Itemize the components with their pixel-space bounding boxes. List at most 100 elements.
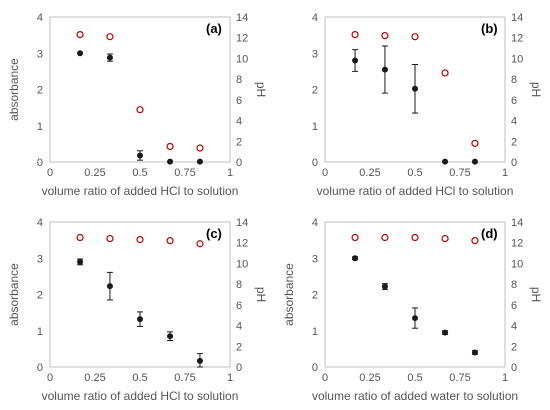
- y-tick-label-d: 3: [312, 253, 318, 265]
- y2-tick-label-c: 12: [236, 238, 248, 250]
- x-tick-label-c: 0.5: [132, 372, 147, 384]
- y-tick-label-c: 2: [37, 290, 43, 302]
- plot-area-frame-b: [324, 16, 506, 163]
- y2-tick-label-b: 2: [511, 136, 517, 148]
- y2-axis-title-c: pH: [254, 287, 268, 302]
- chart-panel-b: 0 0.25 0.5 0.75 1 0 1 2 3 4 0 2 4 6 8 10 12 14 volume rati…: [275, 0, 550, 205]
- x-tick-label-a: 0: [47, 167, 53, 179]
- y2-tick-label-d: 2: [511, 341, 517, 353]
- x-tick-label-b: 0.5: [407, 167, 422, 179]
- plot-area-frame-d: [324, 221, 506, 368]
- ph-point-b: [441, 69, 449, 77]
- ph-point-a: [106, 33, 114, 41]
- x-tick-label-d: 0.25: [359, 372, 380, 384]
- y-tick-label-a: 4: [37, 12, 43, 24]
- y-tick-label-b: 3: [312, 48, 318, 60]
- y2-tick-label-d: 14: [511, 217, 523, 229]
- ph-point-c: [136, 236, 144, 244]
- ph-point-b: [381, 32, 389, 40]
- panel-label-b: (b): [481, 21, 498, 36]
- y-tick-label-c: 1: [37, 326, 43, 338]
- x-tick-label-c: 0.75: [174, 372, 195, 384]
- ph-point-a: [166, 142, 174, 151]
- y2-tick-label-a: 2: [236, 136, 242, 148]
- y-tick-label-d: 1: [312, 326, 318, 338]
- ph-point-a: [196, 144, 204, 152]
- y-axis-title-d: absorbance: [282, 263, 296, 326]
- y2-tick-label-b: 6: [511, 95, 517, 107]
- y2-tick-label-b: 10: [511, 53, 523, 65]
- y2-tick-label-b: 12: [511, 33, 523, 45]
- x-tick-label-d: 1: [502, 372, 508, 384]
- x-tick-label-d: 0.5: [407, 372, 422, 384]
- y-tick-label-a: 0: [37, 157, 43, 169]
- x-axis-title-c: volume ratio of added HCl to solution: [42, 389, 239, 403]
- y2-tick-label-c: 6: [236, 300, 242, 312]
- y-tick-label-d: 4: [312, 217, 318, 229]
- x-tick-label-c: 0.25: [84, 372, 105, 384]
- chart-panel-a: 0 0.25 0.5 0.75 1 0 1 2 3 4 0 2 4 6 8 10 12 14 volume rati…: [0, 0, 275, 205]
- y2-tick-label-a: 12: [236, 33, 248, 45]
- y-axis-title-a: absorbance: [7, 58, 21, 121]
- y2-tick-label-a: 6: [236, 95, 242, 107]
- ph-point-a: [76, 31, 84, 39]
- y2-tick-label-c: 10: [236, 258, 248, 270]
- y2-axis-title-d: pH: [529, 287, 543, 302]
- y-tick-label-a: 1: [37, 121, 43, 133]
- ph-point-c: [196, 240, 204, 248]
- x-tick-label-d: 0: [322, 372, 328, 384]
- absorbance-point-a: [106, 54, 113, 61]
- y-tick-label-c: 3: [37, 253, 43, 265]
- ph-point-d: [441, 234, 449, 243]
- absorbance-point-c: [137, 316, 143, 323]
- y2-tick-label-a: 4: [236, 116, 242, 128]
- y2-tick-label-c: 8: [236, 279, 242, 291]
- y2-tick-label-c: 4: [236, 321, 242, 333]
- absorbance-point-a: [77, 50, 84, 57]
- y2-tick-label-d: 4: [511, 321, 517, 333]
- panel-label-a: (a): [206, 21, 222, 36]
- absorbance-point-a: [137, 152, 143, 159]
- plot-area-frame-a: [49, 16, 231, 163]
- x-tick-label-a: 1: [227, 167, 233, 179]
- absorbance-point-b: [412, 85, 418, 92]
- y2-tick-label-a: 10: [236, 53, 248, 65]
- absorbance-point-d: [352, 255, 359, 262]
- y2-tick-label-d: 10: [511, 258, 523, 270]
- absorbance-point-d: [471, 349, 478, 356]
- panel-label-c: (c): [206, 226, 222, 241]
- y2-tick-label-c: 14: [236, 217, 248, 229]
- x-tick-label-a: 0.25: [84, 167, 105, 179]
- ph-point-b: [411, 33, 419, 41]
- x-tick-label-b: 0.75: [449, 167, 470, 179]
- y2-tick-label-d: 6: [511, 300, 517, 312]
- absorbance-point-a: [196, 158, 203, 165]
- chart-panel-c: 0 0.25 0.5 0.75 1 0 1 2 3 4 0 2 4 6 8 10 12 14 volume rati…: [0, 205, 275, 410]
- y-tick-label-b: 0: [312, 157, 318, 169]
- y2-tick-label-a: 0: [236, 157, 242, 169]
- x-axis-title-d: volume ratio of added water to solution: [312, 389, 518, 403]
- y-tick-label-d: 0: [312, 362, 318, 374]
- ph-point-b: [471, 139, 479, 147]
- ph-point-a: [136, 106, 144, 114]
- x-tick-label-b: 0: [322, 167, 328, 179]
- ph-point-d: [411, 233, 419, 242]
- y-tick-label-d: 2: [312, 290, 318, 302]
- y-tick-label-a: 3: [37, 48, 43, 60]
- x-tick-label-a: 0.75: [174, 167, 195, 179]
- y2-tick-label-d: 8: [511, 279, 517, 291]
- y2-tick-label-d: 12: [511, 238, 523, 250]
- ph-point-d: [351, 233, 359, 242]
- plot-area-frame-c: [49, 221, 231, 368]
- absorbance-point-d: [412, 315, 418, 322]
- y2-tick-label-b: 8: [511, 74, 517, 86]
- y-tick-label-c: 0: [37, 362, 43, 374]
- y2-axis-title-a: pH: [254, 82, 268, 97]
- chart-panel-d: 0 0.25 0.5 0.75 1 0 1 2 3 4 0 2 4 6 8 10 12 14 volume rati…: [275, 205, 550, 410]
- absorbance-point-b: [381, 66, 388, 73]
- y2-tick-label-c: 0: [236, 362, 242, 374]
